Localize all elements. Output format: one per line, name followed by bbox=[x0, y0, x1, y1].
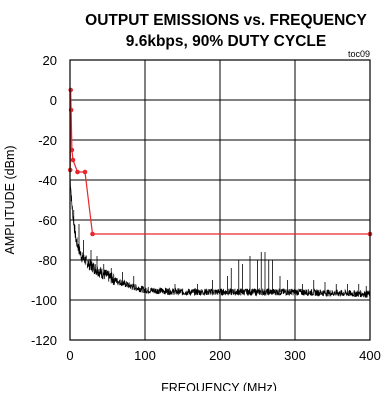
limit-line-point bbox=[68, 87, 73, 93]
x-tick-label: 400 bbox=[359, 348, 381, 363]
y-tick-label: -60 bbox=[38, 213, 57, 228]
y-axis-label: AMPLITUDE (dBm) bbox=[3, 145, 17, 254]
chart-title: OUTPUT EMISSIONS vs. FREQUENCY bbox=[85, 12, 367, 29]
chart-tag: toc09 bbox=[348, 49, 370, 59]
limit-line-point bbox=[70, 157, 76, 163]
x-tick-label: 0 bbox=[66, 348, 73, 363]
y-tick-label: -40 bbox=[38, 173, 57, 188]
x-axis-label: FREQUENCY (MHz) bbox=[161, 381, 277, 391]
y-tick-label: 20 bbox=[43, 53, 57, 68]
limit-line-point bbox=[75, 169, 80, 175]
x-tick-label: 100 bbox=[134, 348, 156, 363]
series-limit-line bbox=[67, 87, 373, 237]
limit-line-point bbox=[90, 231, 95, 237]
y-tick-label: -100 bbox=[31, 293, 57, 308]
x-tick-label: 200 bbox=[209, 348, 231, 363]
grid bbox=[69, 59, 371, 341]
chart-subtitle: 9.6kbps, 90% DUTY CYCLE bbox=[126, 33, 326, 50]
plot-frame bbox=[69, 59, 371, 341]
y-tick-label: -80 bbox=[38, 253, 57, 268]
series-noise-floor bbox=[69, 179, 371, 299]
y-tick-label: -20 bbox=[38, 133, 57, 148]
noise-floor-trace bbox=[69, 179, 371, 299]
x-tick-label: 300 bbox=[284, 348, 306, 363]
y-tick-label: 0 bbox=[50, 93, 57, 108]
y-tick-label: -120 bbox=[31, 333, 57, 348]
limit-line-point bbox=[82, 169, 88, 175]
limit-line-point bbox=[69, 147, 75, 153]
